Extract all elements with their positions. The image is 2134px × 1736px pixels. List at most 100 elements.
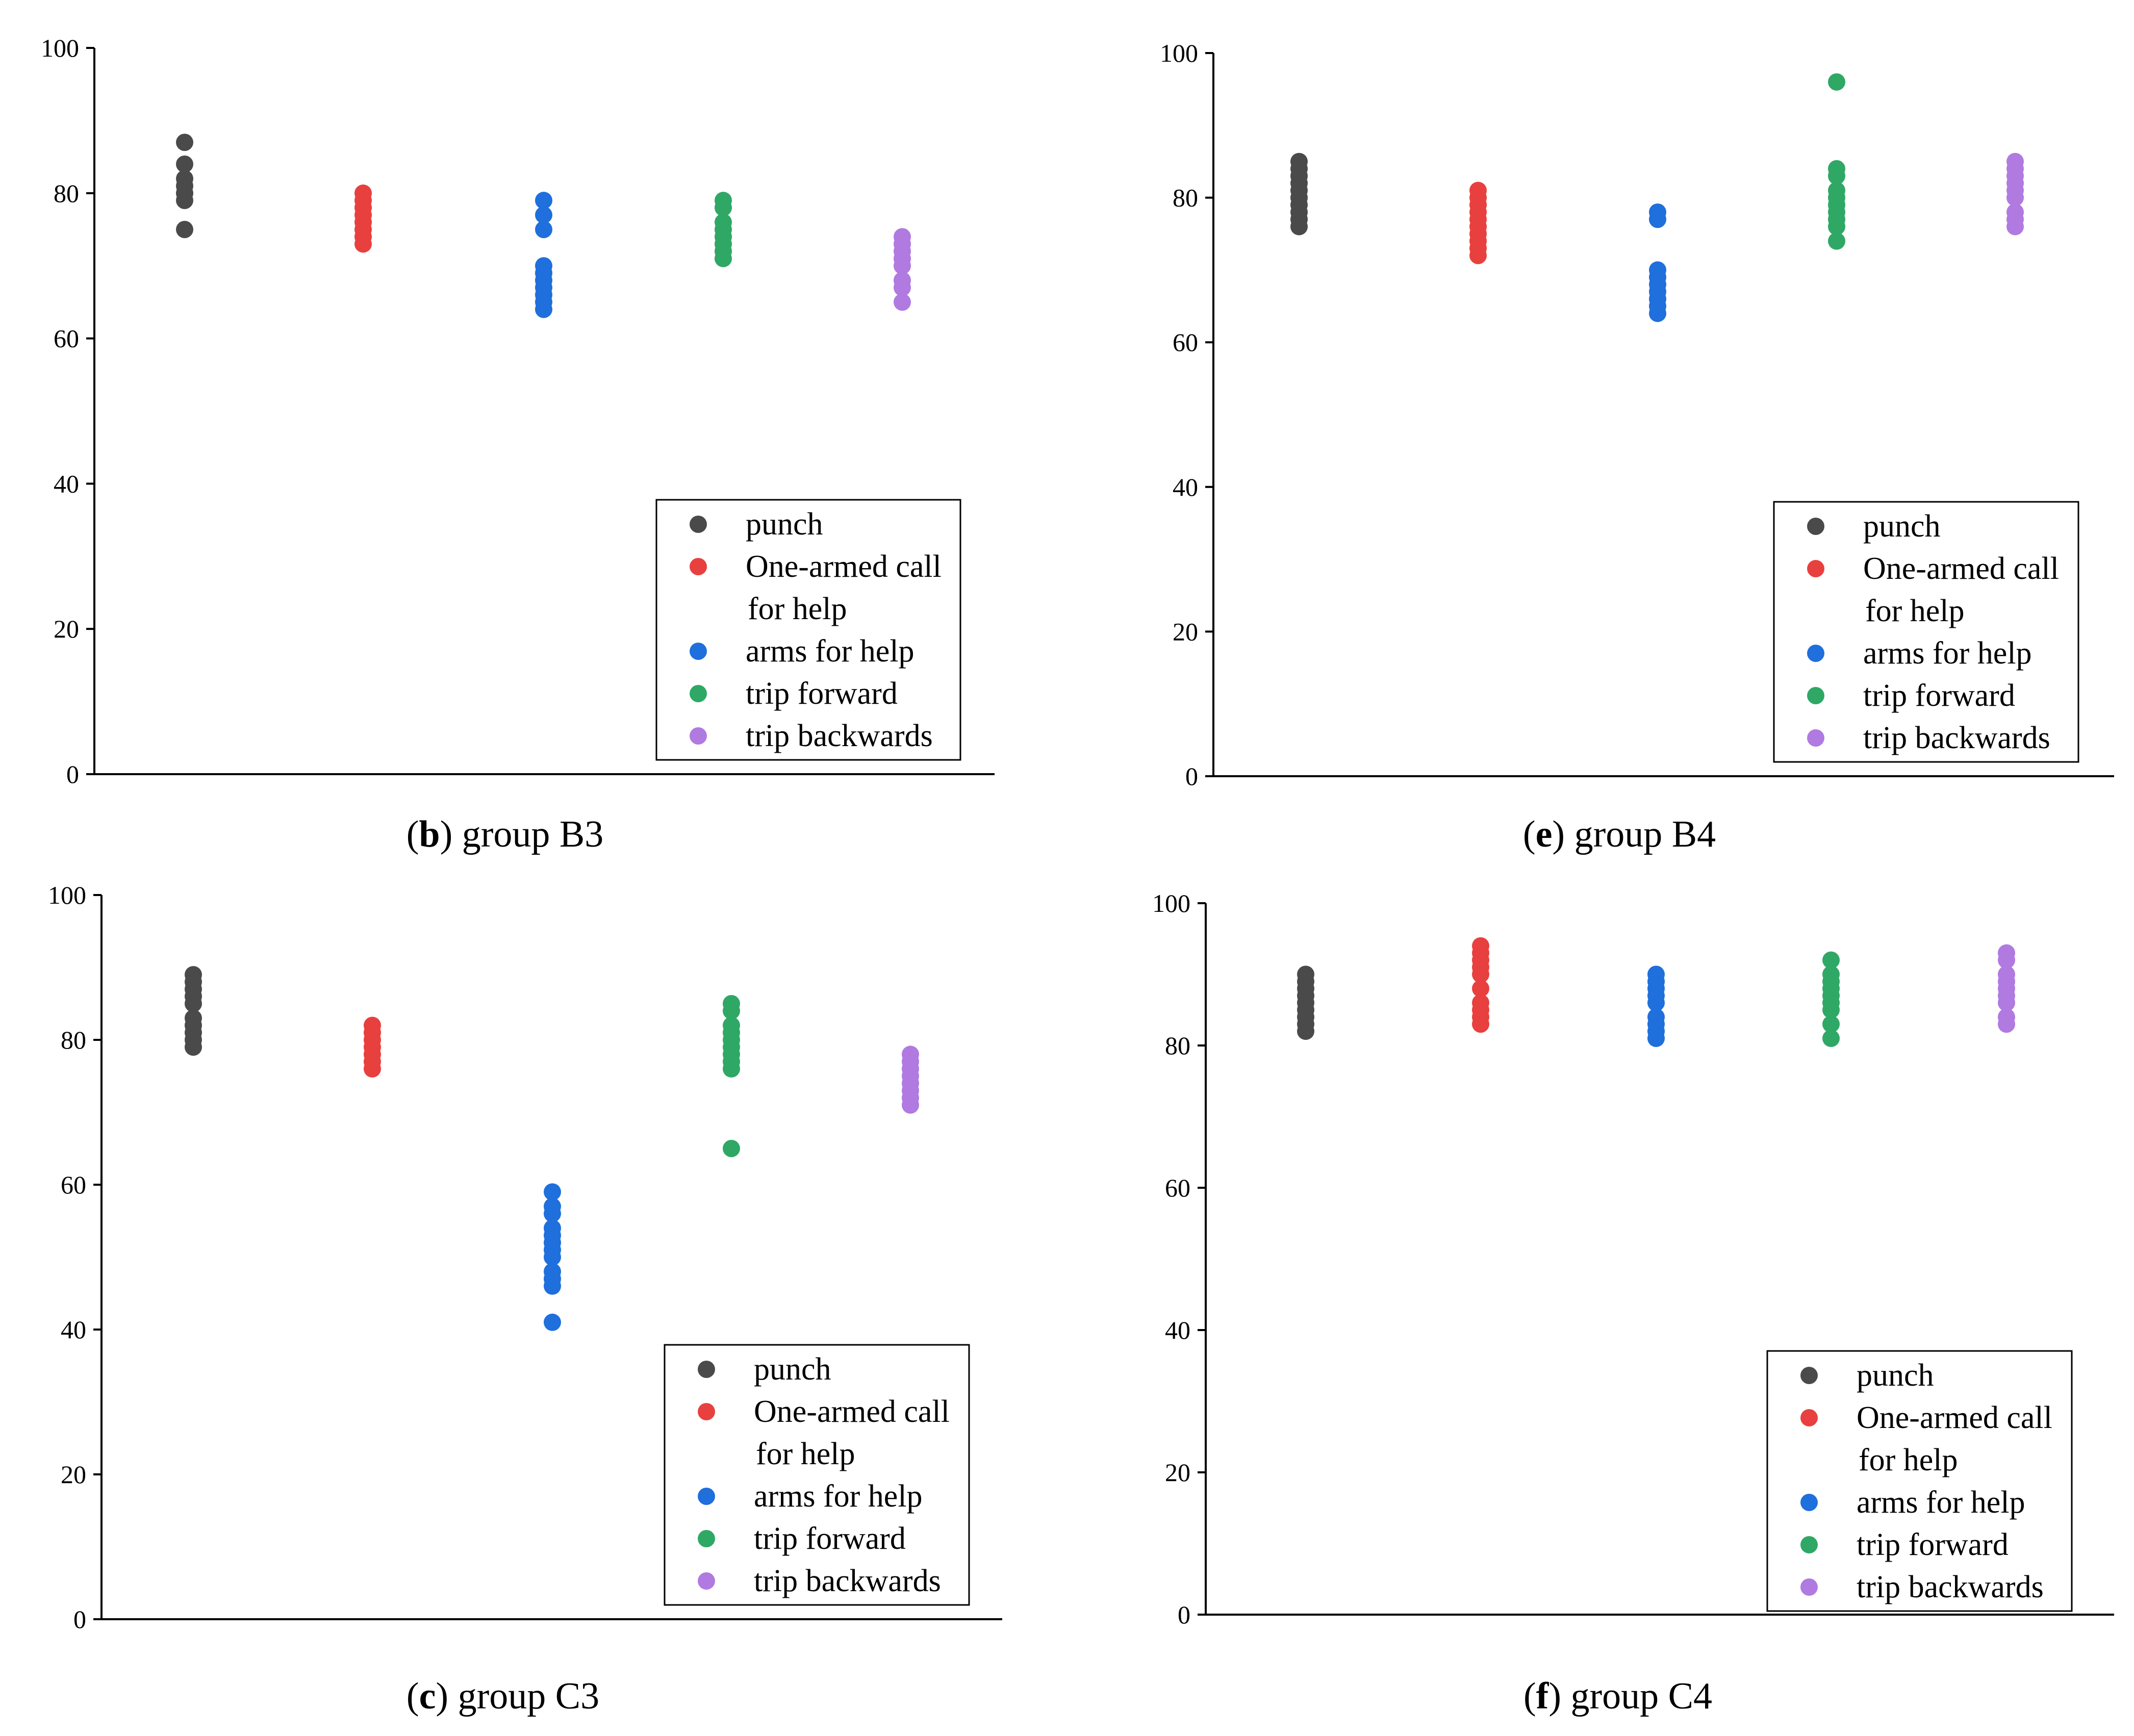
data-point: [1822, 965, 1840, 983]
series-trip_forward: [1822, 951, 1840, 1048]
legend-label-trip_backwards: trip backwards: [754, 1564, 941, 1598]
legend-marker-punch: [1807, 518, 1824, 535]
chart-panel-b: 0 20 40 60 80 100 punch One-armed call for help a…: [41, 34, 995, 855]
series-trip_backwards: [1998, 944, 2015, 1033]
data-point: [176, 155, 193, 173]
series-trip_backwards: [894, 228, 911, 311]
legend-label-punch: punch: [754, 1352, 831, 1387]
chart-panel-c: 0 20 40 60 80 100 punch One-armed call for help a…: [48, 881, 1002, 1717]
data-point: [723, 1140, 740, 1157]
legend-label-trip_forward: trip forward: [1857, 1527, 2009, 1562]
legend-marker-trip_backwards: [1800, 1578, 1818, 1596]
y-tick-label: 20: [1173, 617, 1198, 646]
legend-label-one_armed_call: One-armed call: [746, 549, 942, 584]
legend-label-one_armed_call: for help: [756, 1437, 855, 1471]
legend: punch One-armed call for help arms for help…: [1766, 1350, 2073, 1612]
data-point: [1828, 160, 1845, 177]
data-point: [715, 213, 732, 231]
y-tick-label: 80: [54, 179, 79, 208]
y-tick-label: 0: [66, 760, 79, 788]
y-tick-label: 40: [54, 469, 79, 498]
legend-marker-punch: [1800, 1367, 1818, 1384]
data-point: [1290, 152, 1308, 170]
legend-marker-trip_forward: [698, 1530, 715, 1547]
data-point: [544, 1219, 561, 1237]
legend-box: [664, 1344, 970, 1606]
legend: punch One-armed call for help arms for help…: [664, 1344, 970, 1606]
data-point: [723, 995, 740, 1012]
y-tick-label: 80: [61, 1026, 86, 1054]
data-point: [535, 192, 552, 210]
data-point: [535, 206, 552, 224]
data-point: [535, 257, 552, 275]
series-one_armed_call: [364, 1016, 381, 1078]
legend-marker-arms_for_help: [690, 643, 707, 660]
data-point: [1647, 965, 1665, 983]
series-arms_for_help: [1647, 965, 1665, 1048]
data-point: [2006, 203, 2024, 221]
data-point: [894, 228, 911, 246]
data-point: [1822, 951, 1840, 969]
legend-marker-punch: [690, 516, 707, 533]
legend-marker-one_armed_call: [690, 558, 707, 575]
y-tick-label: 60: [1173, 328, 1198, 356]
legend-box: [1766, 1350, 2073, 1612]
legend-marker-trip_backwards: [1807, 729, 1824, 747]
y-tick-label: 100: [1152, 889, 1190, 917]
legend-marker-trip_forward: [1807, 687, 1824, 704]
chart-panel-f: 0 20 40 60 80 100 punch One-armed call for help a…: [1152, 889, 2114, 1717]
y-tick-label: 100: [1160, 39, 1198, 67]
series-arms_for_help: [1649, 203, 1666, 322]
data-point: [894, 271, 911, 289]
data-point: [544, 1313, 561, 1331]
data-point: [2006, 152, 2024, 170]
y-tick-label: 40: [1173, 473, 1198, 501]
y-tick-label: 0: [1178, 1600, 1190, 1629]
data-point: [715, 192, 732, 210]
legend-label-one_armed_call: for help: [748, 592, 847, 626]
y-tick-label: 40: [61, 1315, 86, 1344]
y-tick-label: 40: [1165, 1316, 1190, 1344]
data-point: [176, 170, 193, 188]
legend-label-trip_backwards: trip backwards: [1857, 1570, 2044, 1604]
y-tick-label: 60: [54, 324, 79, 353]
chart-panel-e: 0 20 40 60 80 100 punch One-armed call for help a…: [1160, 39, 2114, 855]
data-point: [185, 1009, 202, 1027]
series-one_armed_call: [1472, 937, 1489, 1033]
legend-label-one_armed_call: for help: [1865, 594, 1965, 628]
legend-label-punch: punch: [746, 507, 823, 542]
legend-marker-punch: [698, 1361, 715, 1378]
data-point: [1828, 232, 1845, 250]
legend-label-trip_forward: trip forward: [1863, 678, 2015, 713]
data-point: [354, 184, 372, 202]
legend-label-trip_forward: trip forward: [746, 676, 898, 711]
legend: punch One-armed call for help arms for help…: [655, 499, 961, 761]
series-trip_backwards: [2006, 152, 2024, 236]
series-punch: [185, 966, 202, 1056]
panel-caption: (e) group B4: [1523, 813, 1716, 855]
data-point: [1998, 944, 2015, 962]
legend-label-trip_forward: trip forward: [754, 1521, 906, 1556]
y-tick-label: 20: [61, 1460, 86, 1489]
data-point: [1297, 965, 1314, 983]
data-point: [185, 966, 202, 984]
legend: punch One-armed call for help arms for help…: [1773, 501, 2079, 763]
legend-label-punch: punch: [1857, 1358, 1934, 1393]
legend-label-arms_for_help: arms for help: [754, 1479, 923, 1514]
legend-marker-trip_backwards: [690, 727, 707, 745]
data-point: [1828, 182, 1845, 199]
data-point: [723, 1016, 740, 1034]
series-punch: [1290, 152, 1308, 236]
data-point: [1822, 1030, 1840, 1048]
data-point: [1998, 1008, 2015, 1026]
data-point: [1649, 261, 1666, 279]
series-one_armed_call: [354, 184, 372, 253]
legend-label-one_armed_call: One-armed call: [1863, 551, 2059, 586]
data-point: [1647, 1008, 1665, 1026]
legend-marker-trip_forward: [690, 685, 707, 702]
data-point: [176, 221, 193, 238]
legend-marker-arms_for_help: [1800, 1494, 1818, 1511]
series-trip_forward: [715, 192, 732, 267]
series-arms_for_help: [535, 192, 552, 318]
